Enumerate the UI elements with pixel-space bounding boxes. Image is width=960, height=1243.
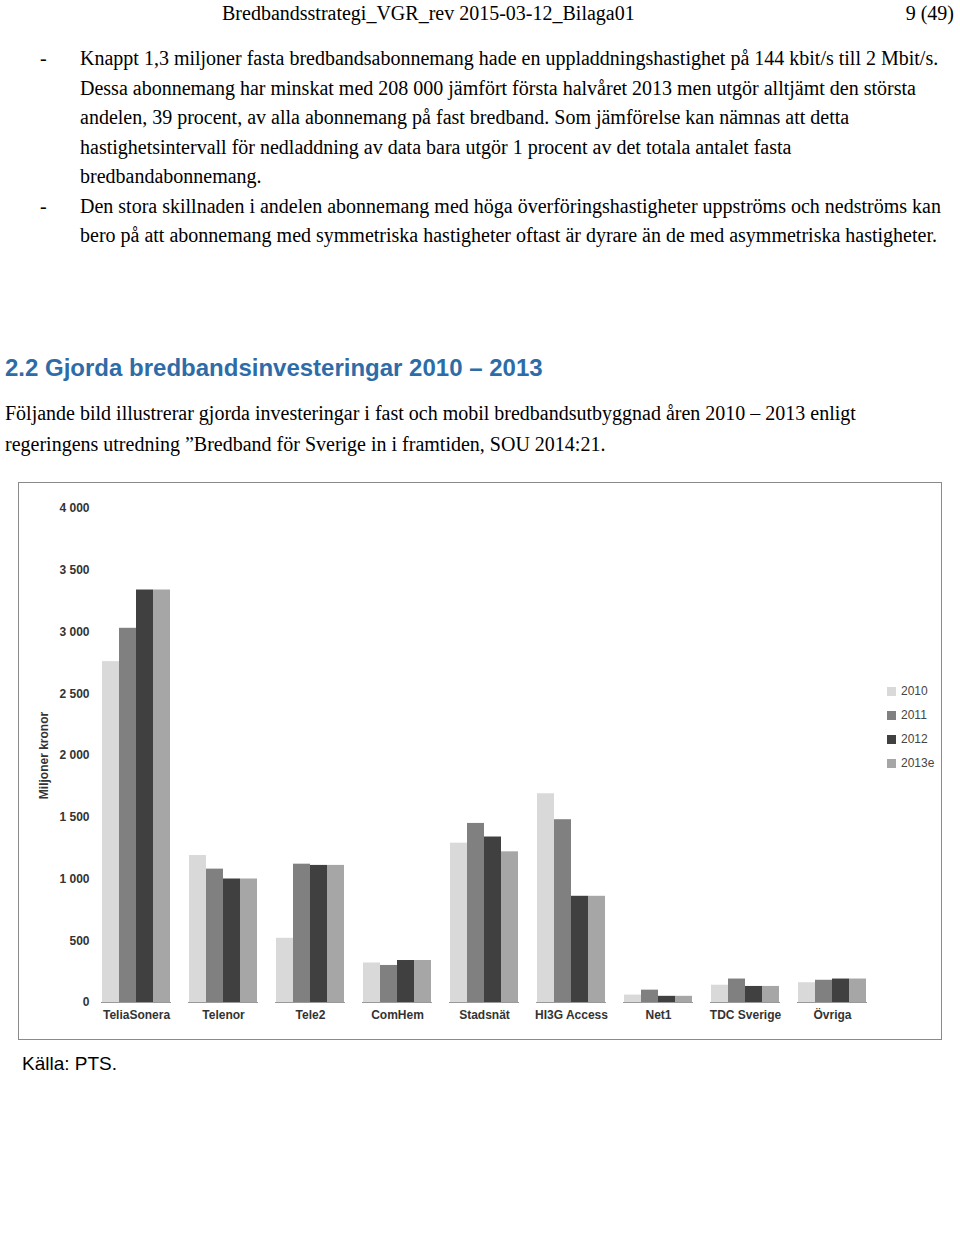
html-text:2012: 2012	[901, 732, 928, 746]
html-text:2013e: 2013e	[901, 756, 935, 770]
html-text:2.2 Gjorda bredbandsinvesterin: 2.2 Gjorda bredbandsinvesteringar 2010 –…	[5, 354, 543, 381]
html-text:2011: 2011	[901, 708, 927, 722]
svg-text:ComHem: ComHem	[371, 1008, 424, 1022]
svg-text:Net1: Net1	[645, 1008, 671, 1022]
svg-text:TeliaSonera: TeliaSonera	[103, 1008, 170, 1022]
svg-text:1 500: 1 500	[59, 810, 89, 824]
svg-text:HI3G Access: HI3G Access	[535, 1008, 608, 1022]
svg-text:1 000: 1 000	[59, 872, 89, 886]
svg-text:2 000: 2 000	[59, 748, 89, 762]
svg-text:4 000: 4 000	[59, 501, 89, 515]
svg-text:2 500: 2 500	[59, 687, 89, 701]
svg-text:0: 0	[83, 995, 90, 1009]
svg-text:Stadsnät: Stadsnät	[459, 1008, 510, 1022]
svg-text:TDC Sverige: TDC Sverige	[710, 1008, 782, 1022]
html-text:2010: 2010	[901, 684, 928, 698]
svg-text:Miljoner kronor: Miljoner kronor	[37, 712, 51, 800]
html-text:Bredbandsstrategi_VGR_rev 2015: Bredbandsstrategi_VGR_rev 2015-03-12_Bil…	[222, 2, 635, 24]
html-text:Källa: PTS.: Källa: PTS.	[22, 1053, 117, 1074]
html-text:9 (49): 9 (49)	[905, 2, 954, 24]
html-text:Den stora skillnaden i andelen: Den stora skillnaden i andelen abonneman…	[80, 194, 941, 246]
html-text:Knappt 1,3 miljoner fasta bred: Knappt 1,3 miljoner fasta bredbandsabonn…	[80, 47, 939, 187]
svg-text:Övriga: Övriga	[813, 1007, 851, 1022]
svg-text:Telenor: Telenor	[202, 1008, 245, 1022]
svg-text:Tele2: Tele2	[296, 1008, 326, 1022]
svg-text:3 500: 3 500	[59, 563, 89, 577]
svg-text:3 000: 3 000	[59, 625, 89, 639]
html-text:Följande bild illustrerar gjor: Följande bild illustrerar gjorda investe…	[5, 402, 856, 455]
svg-text:500: 500	[69, 934, 89, 948]
